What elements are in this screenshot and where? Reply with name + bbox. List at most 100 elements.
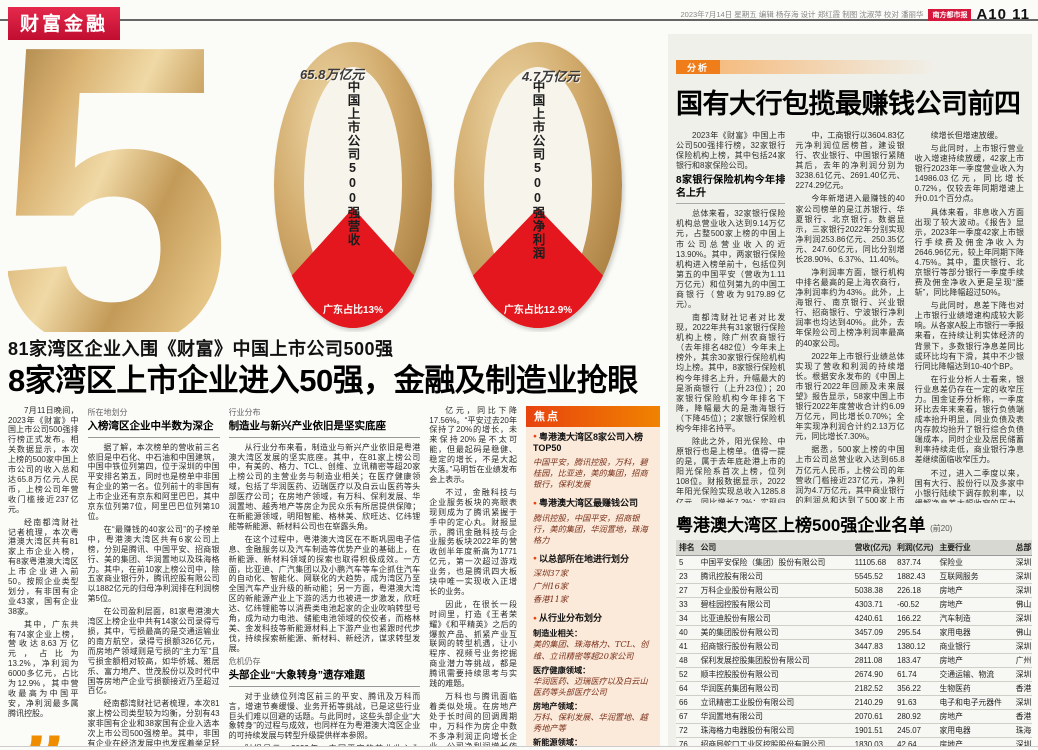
section-subhead-title: 入榜湾区企业中半数为深企 [87,419,214,432]
table-cell: 房地产 [936,597,1013,612]
body-paragraph: 除此之外，阳光保险、中原银行也是上榜单。值得一提的是，属于去年底赴港上市的阳光保… [676,437,786,503]
table-cell: 4303.71 [851,597,895,612]
body-paragraph: 净利润率方面，银行机构中排名最高的是上海农商行，净利润率约为43%。此外，上海银… [795,268,905,348]
table-cell: 1380.12 [894,639,937,654]
profit-value-label: 4.7万亿元 [522,69,580,84]
table-cell: 5545.52 [851,569,895,584]
masthead: 财富金融 2023年7月14日 星期五 编辑 杨存海 设计 郑红霞 制图 沈淑萍… [0,0,1038,40]
main-headline: 8家湾区上市企业进入50强，金融及制造业抢眼 [8,363,638,398]
table-cell: 顺丰控股股份有限公司 [697,667,852,682]
table-cell: 保险业 [936,555,1013,570]
body-paragraph: 据了解，本次榜单的营收前三名依旧是中石化、中石油和中国建筑，中国中铁位列第四，位… [87,442,220,522]
table-cell: 183.47 [894,653,937,668]
focus-items: ● 粤港澳大湾区8家公司入榜TOP50 中国平安，腾讯控股，万科，碧桂园，比亚迪，美… [526,427,660,746]
analysis-headline: 国有大行包揽最赚钱公司前四 [676,89,1021,119]
analysis-tag: 分析 [676,60,721,74]
table-cell: 2182.52 [851,681,895,696]
profit-ring-label: 中国上市公司500强净利润 [530,80,545,260]
table-cell: 房地产 [936,653,1013,668]
body-paragraph: 万科也与腾讯面临着类似处境。在房地产处于长时间的回调周期中，万科作为房企中数不多… [429,692,517,746]
table-row: 5中国平安保险（集团）股份有限公司11105.68837.74保险业深圳非国有企… [676,555,1032,570]
edition-info: 2023年7月14日 星期五 编辑 杨存海 设计 郑红霞 制图 沈淑萍 校对 潘… [680,10,924,19]
table-cell: 互联网服务 [936,569,1013,584]
body-paragraph: 亿元，同比下降17.56%。“平安过去20年保持了20%的增长，未来保持20%是… [429,405,517,484]
table-cell: 356.22 [894,681,937,696]
focus-box: 焦点 ● 粤港澳大湾区8家公司入榜TOP50 中国平安，腾讯控股，万科，碧桂园，比亚… [526,405,660,746]
table-cell: 佛山 [1012,625,1032,640]
body-paragraph: 经南都湾财社记者梳理，本次81家上榜公司类型较为均衡，分别有43家非国有企业和3… [87,699,220,746]
bullet-icon: ● [533,555,537,563]
section-eyebrow: 行业分布 [228,407,261,417]
table-cell: 1882.43 [894,569,937,584]
table-cell: 280.92 [894,709,937,724]
table-cell: 招商银行股份有限公司 [697,639,852,654]
masthead-rule [0,19,1038,21]
table-cell: 电子和电子元器件 [936,695,1013,710]
analysis-column-2: 中，工商银行以3604.83亿元净利润位居榜首，建设银行、农业银行、中国银行紧随… [795,131,904,503]
focus-item: ● 以总部所在地进行划分 深圳37家 广州16家 香港11家 [526,549,660,608]
footer-rule [0,746,1038,747]
table-cell: 48 [676,653,698,668]
table-cell: 招商局蛇口工业区控股股份有限公司 [697,737,852,746]
table-cell: 深圳 [1012,583,1032,598]
revenue-pie-label: 广东占比13% [322,305,383,316]
table-cell: 房地产 [936,709,1013,724]
table-cell: 76 [676,737,698,746]
table-cell: -60.52 [894,597,937,612]
body-paragraph: 7月11日晚间，2023年《财富》中国上市公司500强排行榜正式发布。相关数据显… [8,405,79,514]
table-cell: 40 [676,625,698,640]
table-body: 5中国平安保险（集团）股份有限公司11105.68837.74保险业深圳非国有企… [676,555,1032,746]
body-paragraph: 从行业分布来看，制造业与新兴产业依旧是粤港澳大湾区发展的坚实底座。其中，在81家… [228,442,421,531]
section-subhead-title: 制造业与新兴产业依旧是坚实底座 [228,419,387,432]
section-subhead-title: 头部企业“大象转身”遗存难题 [228,668,366,681]
table-header-cell: 主要行业 [936,540,1013,556]
table-cell: 3457.09 [851,625,895,640]
table-cell: 23 [676,569,698,584]
body-paragraph: 在行业分析人士看来，银行业息差仍存在一定的收窄压力。国金证券分析称，一季度环比去… [914,374,1024,465]
article-column-2: 所在地划分 入榜湾区企业中半数为深企 据了解，本次榜单的营收前三名依旧是中石化、中石… [87,406,220,746]
table-cell: 房地产 [936,737,1013,746]
table-cell: 深圳 [1012,695,1032,710]
article-column-1: 7月11日晚间，2023年《财富》中国上市公司500强排行榜正式发布。相关数据显… [8,406,79,746]
table-header-cell: 公司 [697,540,852,556]
table-cell: 67 [676,709,698,724]
table-cell: 立讯精密工业股份有限公司 [697,695,852,710]
focus-box-title: 焦点 [526,405,660,427]
profit-pie-label: 广东占比12.9% [503,305,573,316]
body-paragraph: 在公司盈利层面，81家粤港澳大湾区上榜企业中共有14家公司录得亏损，其中，亏损最… [87,607,220,696]
focus-item-title: ● 粤港澳大湾区8家公司入榜TOP50 [533,431,643,453]
table-cell: 2674.90 [851,667,895,682]
focus-column: 焦点 ● 粤港澳大湾区8家公司入榜TOP50 中国平安，腾讯控股，万科，碧桂园，比亚… [526,405,660,746]
table-cell: 比亚迪股份有限公司 [697,611,852,626]
table-cell: 72 [676,723,698,738]
table-cell: 华润医药集团有限公司 [697,681,852,696]
table-cell: 66 [676,695,698,710]
table-cell: 5038.38 [851,583,895,598]
table-cell: 房地产 [936,583,1013,598]
body-paragraph: 与此同时，上市银行营业收入增速持续放缓，42家上市银行2023年一季度营业收入为… [914,144,1024,204]
table-cell: 61.74 [894,667,937,682]
table-cell: 295.54 [894,625,937,640]
table-cell: 交通运输、物流 [936,667,1013,682]
body-paragraph: 据悉，500家上榜的中国上市公司总营业收入达到65.8万亿元人民币，上榜公司的年… [795,445,905,503]
table-cell: 佛山 [1012,597,1032,612]
article-columns: 7月11日晚间，2023年《财富》中国上市公司500强排行榜正式发布。相关数据显… [8,405,660,746]
table-cell: 91.63 [894,695,937,710]
table-cell: 2070.61 [851,709,895,724]
table-cell: 美的集团股份有限公司 [697,625,852,640]
analysis-tag-bar: 分析 [676,60,1024,74]
body-paragraph: 中，工商银行以3604.83亿元净利润位居榜首，建设银行、农业银行、中国银行紧随… [795,131,905,191]
focus-item: ● 粤港澳大湾区最赚钱公司 腾讯控股，中国平安，招商银行，美的集团，华润置地，珠海格… [526,493,660,548]
focus-item: ● 从行业分布划分 制造业相关： 美的集团、珠海格力、TCL、创维、立讯精密等超20家… [526,608,660,745]
analysis-column-1: 2023年《财富》中国上市公司500强排行榜，32家银行保险机构上榜，其中包括2… [676,131,786,503]
body-paragraph: 总体来看，32家银行保险机构总营业收入达到9.14万亿元，占整500家上榜的中国… [676,209,786,310]
focus-group-label: 制造业相关： [533,629,583,639]
revenue-value-label: 65.8万亿元 [300,67,365,82]
table-cell: 家用电器 [936,723,1013,738]
